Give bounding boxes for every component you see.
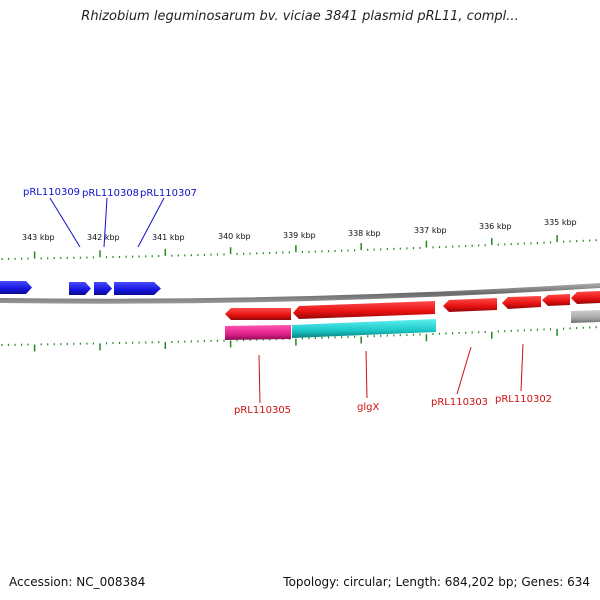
forward-genes [0, 281, 161, 295]
leader-line [456, 346, 472, 395]
feature-block-magenta[interactable] [225, 325, 291, 340]
leader-line [49, 197, 81, 248]
gene-label-pRL110308[interactable]: pRL110308 [82, 188, 139, 199]
gene-arrow-reverse[interactable] [571, 291, 600, 304]
gene-arrow-reverse[interactable] [542, 294, 570, 306]
scale-ticks-upper [1, 235, 597, 260]
map-title: Rhizobium leguminosarum bv. viciae 3841 … [81, 9, 519, 24]
feature-blocks [225, 310, 600, 340]
scale-label: 342 kbp [87, 233, 120, 242]
scale-label: 343 kbp [22, 233, 55, 242]
leader-line [103, 197, 108, 248]
scale-label: 338 kbp [348, 229, 381, 238]
gene-arrow-forward[interactable] [0, 281, 32, 294]
scale-label: 336 kbp [479, 222, 512, 231]
leader-line [137, 197, 165, 248]
gene-arrow-reverse[interactable] [293, 301, 435, 319]
gene-label-glgX[interactable]: glgX [357, 402, 379, 413]
gene-arrow-forward[interactable] [94, 282, 112, 295]
gene-arrow-forward[interactable] [114, 282, 161, 295]
leader-line [520, 343, 524, 392]
gene-label-pRL110309[interactable]: pRL110309 [23, 187, 80, 198]
gene-arrow-forward[interactable] [69, 282, 91, 295]
gene-label-pRL110302[interactable]: pRL110302 [495, 394, 552, 405]
gene-label-pRL110307[interactable]: pRL110307 [140, 188, 197, 199]
gene-label-pRL110305[interactable]: pRL110305 [234, 405, 291, 416]
leader-line [365, 350, 368, 399]
feature-block-cyan[interactable] [292, 319, 436, 338]
scale-label: 337 kbp [414, 226, 447, 235]
leader-line [258, 354, 261, 404]
reverse-genes [225, 291, 600, 320]
scale-labels: 343 kbp 342 kbp 341 kbp 340 kbp 339 kbp … [22, 218, 577, 242]
reverse-gene-labels: pRL110305 glgX pRL110303 pRL110302 [234, 343, 552, 416]
gene-arrow-reverse[interactable] [443, 298, 497, 312]
forward-gene-labels: pRL110309 pRL110308 pRL110307 [23, 187, 197, 248]
scale-label: 341 kbp [152, 233, 185, 242]
accession-text: Accession: NC_008384 [9, 575, 146, 589]
scale-label: 340 kbp [218, 232, 251, 241]
scale-label: 335 kbp [544, 218, 577, 227]
plasmid-backbone [0, 283, 600, 304]
gene-label-pRL110303[interactable]: pRL110303 [431, 397, 488, 408]
gene-arrow-reverse[interactable] [225, 308, 291, 320]
genome-summary-text: Topology: circular; Length: 684,202 bp; … [283, 575, 590, 589]
feature-block-gray[interactable] [571, 310, 600, 323]
scale-label: 339 kbp [283, 231, 316, 240]
gene-arrow-reverse[interactable] [502, 296, 541, 309]
